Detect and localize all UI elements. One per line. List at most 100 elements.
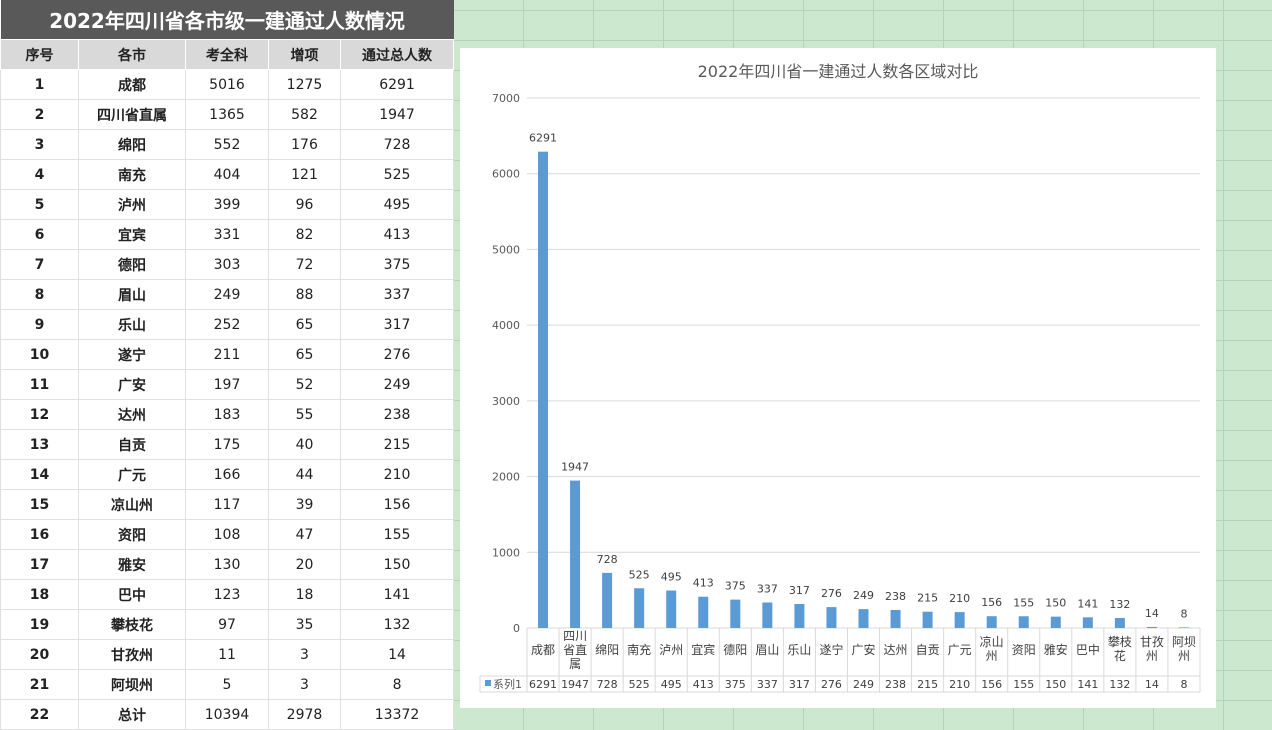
- table-cell[interactable]: 525: [339, 159, 455, 190]
- table-cell[interactable]: 泸州: [78, 189, 186, 220]
- table-cell[interactable]: 11: [185, 639, 269, 670]
- table-cell[interactable]: 12: [0, 399, 79, 430]
- table-cell[interactable]: 甘孜州: [78, 639, 186, 670]
- table-cell[interactable]: 8: [339, 669, 455, 700]
- table-cell[interactable]: 13: [0, 429, 79, 460]
- table-cell[interactable]: 175: [185, 429, 269, 460]
- table-title[interactable]: 2022年四川省各市级一建通过人数情况: [0, 0, 454, 40]
- table-cell[interactable]: 44: [268, 459, 341, 490]
- table-cell[interactable]: 317: [339, 309, 455, 340]
- table-cell[interactable]: 5: [185, 669, 269, 700]
- table-cell[interactable]: 121: [268, 159, 341, 190]
- table-cell[interactable]: 成都: [78, 69, 186, 100]
- table-cell[interactable]: 331: [185, 219, 269, 250]
- table-cell[interactable]: 四川省直属: [78, 99, 186, 130]
- table-cell[interactable]: 215: [339, 429, 455, 460]
- table-cell[interactable]: 375: [339, 249, 455, 280]
- table-cell[interactable]: 1365: [185, 99, 269, 130]
- table-cell[interactable]: 攀枝花: [78, 609, 186, 640]
- table-cell[interactable]: 197: [185, 369, 269, 400]
- table-cell[interactable]: 123: [185, 579, 269, 610]
- table-cell[interactable]: 249: [185, 279, 269, 310]
- table-cell[interactable]: 150: [339, 549, 455, 580]
- table-cell[interactable]: 495: [339, 189, 455, 220]
- table-cell[interactable]: 凉山州: [78, 489, 186, 520]
- table-cell[interactable]: 达州: [78, 399, 186, 430]
- table-cell[interactable]: 40: [268, 429, 341, 460]
- table-cell[interactable]: 1: [0, 69, 79, 100]
- table-cell[interactable]: 19: [0, 609, 79, 640]
- table-cell[interactable]: 10394: [185, 699, 269, 730]
- table-cell[interactable]: 176: [268, 129, 341, 160]
- table-cell[interactable]: 5: [0, 189, 79, 220]
- table-cell[interactable]: 55: [268, 399, 341, 430]
- table-cell[interactable]: 宜宾: [78, 219, 186, 250]
- table-cell[interactable]: 96: [268, 189, 341, 220]
- table-cell[interactable]: 108: [185, 519, 269, 550]
- table-cell[interactable]: 21: [0, 669, 79, 700]
- table-cell[interactable]: 18: [0, 579, 79, 610]
- table-cell[interactable]: 97: [185, 609, 269, 640]
- table-cell[interactable]: 155: [339, 519, 455, 550]
- table-cell[interactable]: 728: [339, 129, 455, 160]
- table-cell[interactable]: 276: [339, 339, 455, 370]
- table-cell[interactable]: 资阳: [78, 519, 186, 550]
- table-cell[interactable]: 雅安: [78, 549, 186, 580]
- table-cell[interactable]: 10: [0, 339, 79, 370]
- table-cell[interactable]: 5016: [185, 69, 269, 100]
- table-cell[interactable]: 4: [0, 159, 79, 190]
- column-header[interactable]: 通过总人数: [339, 39, 455, 70]
- table-cell[interactable]: 11: [0, 369, 79, 400]
- table-cell[interactable]: 39: [268, 489, 341, 520]
- table-cell[interactable]: 8: [0, 279, 79, 310]
- table-cell[interactable]: 582: [268, 99, 341, 130]
- table-cell[interactable]: 1947: [339, 99, 455, 130]
- table-cell[interactable]: 乐山: [78, 309, 186, 340]
- table-cell[interactable]: 自贡: [78, 429, 186, 460]
- table-cell[interactable]: 211: [185, 339, 269, 370]
- column-header[interactable]: 序号: [0, 39, 79, 70]
- table-cell[interactable]: 22: [0, 699, 79, 730]
- table-cell[interactable]: 65: [268, 339, 341, 370]
- table-cell[interactable]: 9: [0, 309, 79, 340]
- table-cell[interactable]: 47: [268, 519, 341, 550]
- table-cell[interactable]: 13372: [339, 699, 455, 730]
- table-cell[interactable]: 238: [339, 399, 455, 430]
- table-cell[interactable]: 17: [0, 549, 79, 580]
- table-cell[interactable]: 广元: [78, 459, 186, 490]
- table-cell[interactable]: 广安: [78, 369, 186, 400]
- table-cell[interactable]: 252: [185, 309, 269, 340]
- table-cell[interactable]: 303: [185, 249, 269, 280]
- table-cell[interactable]: 总计: [78, 699, 186, 730]
- table-cell[interactable]: 552: [185, 129, 269, 160]
- table-cell[interactable]: 7: [0, 249, 79, 280]
- bar-chart[interactable]: 2022年四川省一建通过人数各区域对比 0 1000 2000 3000 4000 500…: [460, 48, 1216, 708]
- column-header[interactable]: 增项: [268, 39, 341, 70]
- table-cell[interactable]: 166: [185, 459, 269, 490]
- table-cell[interactable]: 遂宁: [78, 339, 186, 370]
- table-cell[interactable]: 3: [0, 129, 79, 160]
- table-cell[interactable]: 399: [185, 189, 269, 220]
- table-cell[interactable]: 2: [0, 99, 79, 130]
- table-cell[interactable]: 20: [0, 639, 79, 670]
- table-cell[interactable]: 249: [339, 369, 455, 400]
- table-cell[interactable]: 413: [339, 219, 455, 250]
- table-cell[interactable]: 南充: [78, 159, 186, 190]
- table-cell[interactable]: 210: [339, 459, 455, 490]
- table-cell[interactable]: 3: [268, 639, 341, 670]
- column-header[interactable]: 考全科: [185, 39, 269, 70]
- table-cell[interactable]: 德阳: [78, 249, 186, 280]
- table-cell[interactable]: 阿坝州: [78, 669, 186, 700]
- table-cell[interactable]: 130: [185, 549, 269, 580]
- table-cell[interactable]: 20: [268, 549, 341, 580]
- chart-title[interactable]: 2022年四川省一建通过人数各区域对比: [697, 62, 979, 81]
- table-cell[interactable]: 15: [0, 489, 79, 520]
- table-cell[interactable]: 6291: [339, 69, 455, 100]
- table-cell[interactable]: 88: [268, 279, 341, 310]
- table-cell[interactable]: 14: [339, 639, 455, 670]
- table-cell[interactable]: 132: [339, 609, 455, 640]
- table-cell[interactable]: 65: [268, 309, 341, 340]
- table-cell[interactable]: 117: [185, 489, 269, 520]
- table-cell[interactable]: 156: [339, 489, 455, 520]
- table-cell[interactable]: 141: [339, 579, 455, 610]
